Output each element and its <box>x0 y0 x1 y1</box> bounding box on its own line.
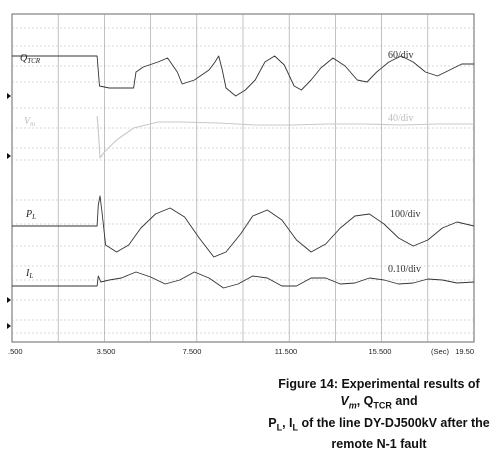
trace-label-m: Vm <box>24 116 35 128</box>
x-tick-label-4: 15.500 <box>369 347 392 356</box>
x-axis-ticks: .500 3.500 7.500 11.500 15.500 19.50 (Sec) <box>8 347 474 356</box>
trace-label-l: IL <box>25 268 33 280</box>
trace-scale-tcr: 60/div <box>388 50 414 61</box>
x-axis-unit: (Sec) <box>431 347 449 356</box>
traces <box>12 55 475 289</box>
x-tick-label-2: 7.500 <box>183 347 202 356</box>
trace-tcr-line <box>12 55 474 97</box>
trace-label-l: PL <box>25 209 36 221</box>
x-tick-label-3: 11.500 <box>275 347 297 356</box>
trace-m-line <box>96 115 474 159</box>
left-channel-markers <box>7 93 11 329</box>
figure-caption: Figure 14: Experimental results of Vm, Q… <box>268 377 490 451</box>
oscillogram-chart: QTCR 60/div Vm 40/div PL 100/div IL 0.10/div .5… <box>7 13 475 356</box>
trace-labels: QTCR 60/div Vm 40/div PL 100/div IL 0.10/div <box>20 50 421 280</box>
trace-scale-l: 100/div <box>390 209 421 220</box>
x-tick-label-5: 19.50 <box>455 347 474 356</box>
trace-label-tcr: QTCR <box>20 53 41 65</box>
x-tick-label-0: .500 <box>8 347 23 356</box>
trace-l-line <box>12 195 475 258</box>
trace-scale-l: 0.10/div <box>388 264 421 275</box>
x-tick-label-1: 3.500 <box>97 347 116 356</box>
channel-marker-0 <box>7 93 11 99</box>
channel-marker-3 <box>7 323 11 329</box>
channel-marker-2 <box>7 297 11 303</box>
grid <box>12 14 474 342</box>
trace-l-line <box>12 271 475 289</box>
trace-scale-m: 40/div <box>388 113 414 124</box>
channel-marker-1 <box>7 153 11 159</box>
